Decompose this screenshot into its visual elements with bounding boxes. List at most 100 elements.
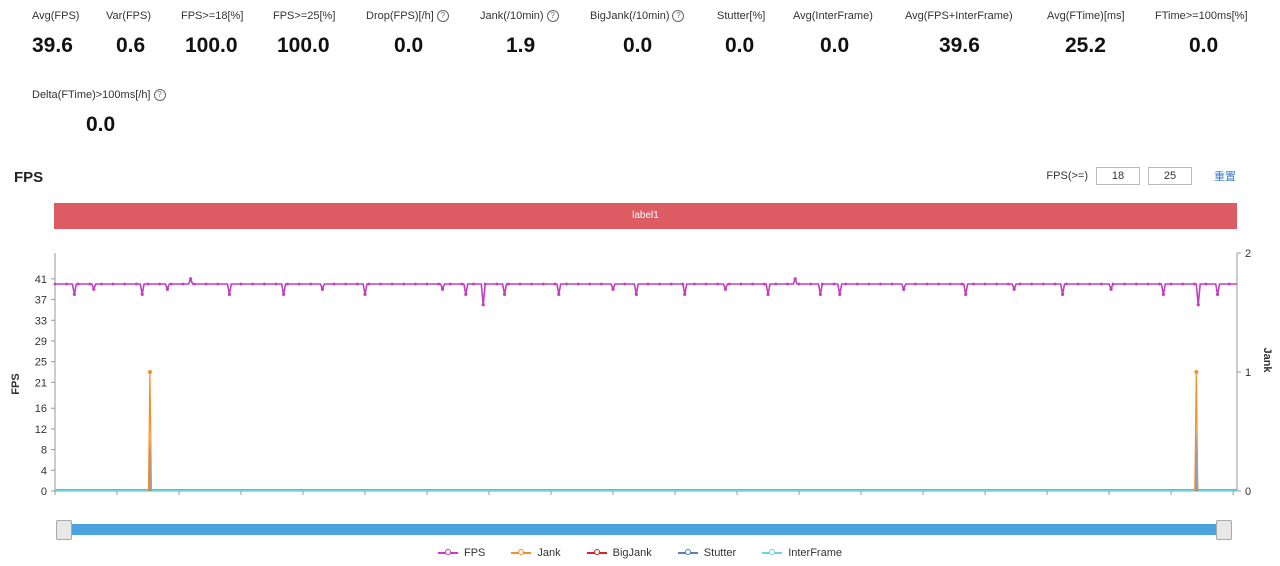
fps-dip-point — [766, 292, 770, 296]
metric-value: 39.6 — [939, 34, 980, 57]
label-bar[interactable]: label1 — [54, 203, 1237, 229]
fps-point — [402, 282, 406, 286]
jank-point — [147, 370, 152, 374]
fps-dip-point — [1061, 292, 1065, 296]
help-icon[interactable]: ? — [546, 10, 559, 22]
fps-point — [809, 282, 813, 286]
fps-dip-point — [165, 287, 169, 291]
fps-point — [1076, 282, 1080, 286]
threshold-input-1[interactable] — [1096, 167, 1140, 185]
fps-dip-point — [481, 303, 485, 307]
fps-point — [925, 282, 929, 286]
fps-point — [216, 282, 220, 286]
fps-point — [297, 282, 301, 286]
fps-point — [530, 282, 534, 286]
metric-label: FTime>=100ms[%] — [1155, 10, 1248, 22]
fps-point — [797, 282, 801, 286]
fps-point — [181, 282, 185, 286]
fps-chart: 0481216212529333741012FPSJank00:0000:320… — [10, 248, 1273, 498]
fps-point — [623, 282, 627, 286]
metric-value: 0.0 — [725, 34, 755, 57]
legend-label: Stutter — [703, 547, 737, 559]
fps-dip-point — [282, 292, 286, 296]
metric-label: Delta(FTime)>100ms[/h] — [32, 89, 151, 101]
fps-point — [774, 282, 778, 286]
fps-point — [1018, 282, 1022, 286]
legend-item-fps[interactable]: FPS — [438, 547, 485, 559]
y-right-axis-label: Jank — [1261, 347, 1273, 373]
fps-point — [134, 282, 138, 286]
metric-label: Drop(FPS)[/h] — [366, 10, 434, 22]
threshold-input-2[interactable] — [1148, 167, 1192, 185]
help-icon[interactable]: ? — [672, 10, 685, 22]
fps-point — [832, 282, 836, 286]
fps-dip-point — [634, 292, 638, 296]
fps-point — [693, 282, 696, 286]
fps-point — [565, 282, 568, 286]
help-icon[interactable]: ? — [153, 89, 166, 101]
legend-marker — [769, 549, 776, 555]
legend-item-bigjank[interactable]: BigJank — [586, 547, 652, 559]
slider-handle-left[interactable] — [56, 520, 72, 540]
y-left-tick-label: 0 — [41, 486, 47, 498]
metric-value: 0.0 — [820, 34, 850, 57]
legend-swatch — [586, 549, 607, 555]
fps-dip-point — [1012, 287, 1016, 291]
legend-item-stutter[interactable]: Stutter — [677, 547, 737, 559]
fps-point — [414, 282, 417, 286]
metric-label: Stutter[%] — [717, 10, 766, 22]
fps-point — [669, 282, 673, 286]
fps-point — [239, 282, 243, 286]
metric-avg-interframe: Avg(InterFrame) 0.0 — [793, 10, 888, 58]
y-left-tick-label: 29 — [35, 336, 47, 348]
chart-legend: FPS Jank BigJank Stutter InterFrame — [0, 547, 1280, 559]
fps-point — [948, 282, 952, 286]
fps-dip-point — [363, 292, 367, 296]
metric-label: BigJank(/10min) — [590, 10, 670, 22]
reset-link[interactable]: 重置 — [1214, 171, 1236, 183]
metric-delta-ftime: Delta(FTime)>100ms[/h]? 0.0 — [32, 89, 172, 137]
fps-point — [332, 282, 336, 286]
fps-dip-point — [1216, 292, 1220, 296]
fps-point — [262, 282, 266, 286]
fps-dip-point — [92, 287, 96, 291]
fps-point — [204, 282, 208, 286]
fps-point — [553, 282, 557, 286]
legend-item-jank[interactable]: Jank — [511, 547, 561, 559]
fps-point — [879, 282, 882, 286]
fps-point — [507, 282, 510, 286]
series-fps-line — [55, 276, 1237, 305]
fps-point — [1099, 282, 1103, 286]
fps-dip-point — [818, 292, 822, 296]
metric-label: Var(FPS) — [106, 10, 152, 22]
fps-point — [1158, 282, 1161, 286]
metric-stutter: Stutter[%] 0.0 — [717, 10, 777, 58]
fps-dip-point — [1161, 292, 1165, 296]
fps-point — [309, 282, 313, 286]
metric-ftime-100: FTime>=100ms[%] 0.0 — [1155, 10, 1265, 58]
time-range-slider[interactable] — [56, 520, 1232, 540]
metrics-panel: Avg(FPS) 39.6 Var(FPS) 0.6 FPS>=18[%] 10… — [0, 0, 1280, 150]
metric-label: Jank(/10min) — [480, 10, 544, 22]
fps-point — [53, 282, 57, 286]
help-icon[interactable]: ? — [436, 10, 449, 22]
legend-marker — [445, 549, 451, 555]
fps-point — [913, 282, 917, 286]
metric-avg-fps: Avg(FPS) 39.6 — [32, 10, 92, 58]
metric-value: 39.6 — [32, 34, 73, 57]
fps-point — [123, 282, 127, 286]
fps-point — [751, 282, 754, 286]
fps-dip-point — [838, 292, 842, 296]
fps-point — [995, 282, 999, 286]
fps-point — [88, 282, 92, 286]
fps-point — [1146, 282, 1150, 286]
metric-label: Avg(FTime)[ms] — [1047, 10, 1125, 22]
legend-item-interframe[interactable]: InterFrame — [762, 547, 842, 559]
fps-point — [344, 282, 348, 286]
slider-handle-right[interactable] — [1216, 520, 1232, 540]
fps-dip-point — [227, 292, 231, 296]
legend-swatch — [511, 549, 532, 555]
fps-point — [425, 282, 429, 286]
fps-point — [727, 282, 731, 286]
metric-value: 100.0 — [185, 34, 238, 57]
